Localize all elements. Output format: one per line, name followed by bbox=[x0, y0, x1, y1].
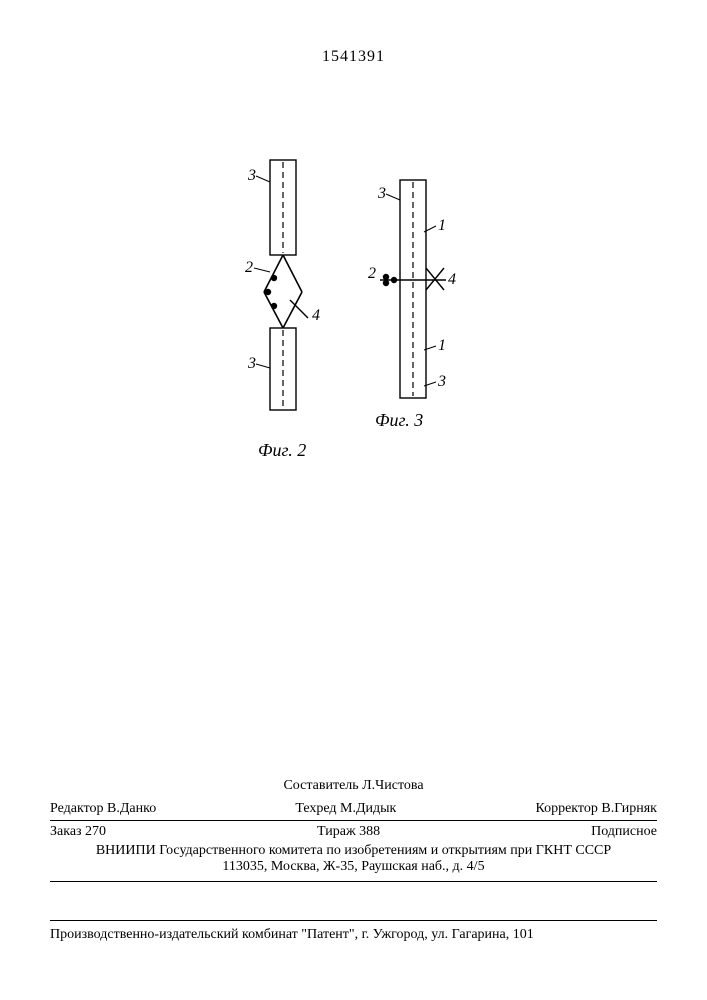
fig3-label-3-top: 3 bbox=[377, 185, 386, 202]
fig3-label-3-bot: 3 bbox=[437, 373, 446, 390]
fig3-label-4: 4 bbox=[448, 271, 456, 288]
fig2-label-2: 2 bbox=[245, 259, 253, 276]
tirazh: Тираж 388 bbox=[317, 824, 380, 840]
colophon-row-2: Заказ 270 Тираж 388 Подписное bbox=[50, 821, 657, 843]
fig2-caption: Фиг. 2 bbox=[258, 440, 306, 461]
editor: Редактор В.Данко bbox=[50, 801, 156, 817]
fig3-label-2: 2 bbox=[368, 265, 376, 282]
figure-2: 3 2 4 3 bbox=[245, 160, 320, 410]
fig3-label-1-bot: 1 bbox=[438, 337, 446, 354]
corrector: Корректор В.Гирняк bbox=[535, 801, 657, 817]
org-line-1: ВНИИПИ Государственного комитета по изоб… bbox=[50, 843, 657, 859]
publisher-line: Производственно-издательский комбинат "П… bbox=[50, 921, 657, 943]
footer-line: Производственно-издательский комбинат "П… bbox=[50, 920, 657, 943]
fig3-caption: Фиг. 3 bbox=[375, 410, 423, 431]
sign: Подписное bbox=[591, 824, 657, 840]
fig2-label-4: 4 bbox=[312, 307, 320, 324]
tech-editor: Техред М.Дидык bbox=[295, 801, 396, 817]
figures-svg: 3 2 4 3 bbox=[230, 150, 480, 480]
org-line-2: 113035, Москва, Ж-35, Раушская наб., д. … bbox=[50, 859, 657, 875]
figures-block: 3 2 4 3 bbox=[230, 150, 480, 480]
divider-2 bbox=[50, 881, 657, 882]
colophon-block: Составитель Л.Чистова Редактор В.Данко Т… bbox=[50, 778, 657, 882]
fig3-label-1-top: 1 bbox=[438, 217, 446, 234]
fig2-label-3-bot: 3 bbox=[247, 355, 256, 372]
fig2-label-3-top: 3 bbox=[247, 167, 256, 184]
compiler-line: Составитель Л.Чистова bbox=[50, 778, 657, 798]
page: 1541391 bbox=[0, 0, 707, 1000]
document-number: 1541391 bbox=[0, 48, 707, 66]
figure-3: 3 1 2 4 1 3 bbox=[368, 180, 456, 398]
colophon-row-1: Редактор В.Данко Техред М.Дидык Корректо… bbox=[50, 798, 657, 820]
order-number: Заказ 270 bbox=[50, 824, 106, 840]
